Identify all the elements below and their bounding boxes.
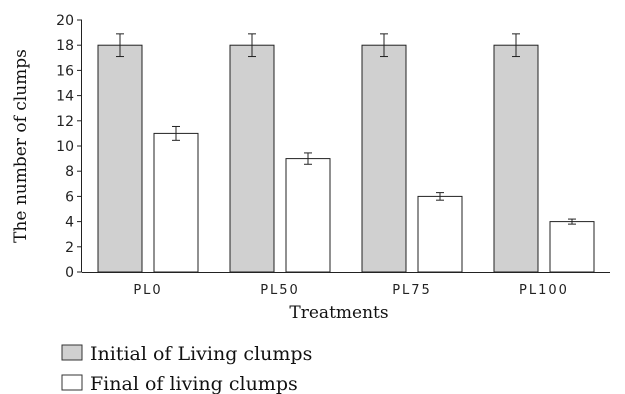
legend-swatch-initial xyxy=(61,344,83,361)
x-axis-categories: PL0 PL50 PL75 PL100 xyxy=(133,283,569,298)
bar-initial-pl100 xyxy=(493,44,539,273)
legend: Initial of Living clumps Final of living… xyxy=(61,343,312,394)
y-axis-ticks: 0 2 4 6 8 10 12 14 16 18 20 xyxy=(56,13,82,281)
y-axis-title: The number of clumps xyxy=(11,49,31,243)
x-category-label: PL0 xyxy=(133,283,162,298)
x-category-label: PL75 xyxy=(392,283,432,298)
error-bar xyxy=(436,192,444,201)
y-tick-label: 14 xyxy=(56,89,74,105)
y-tick-label: 4 xyxy=(65,215,74,231)
bar-final-pl0 xyxy=(153,132,199,273)
y-tick-label: 20 xyxy=(56,13,74,29)
error-bar xyxy=(380,33,388,58)
legend-label-final: Final of living clumps xyxy=(90,373,298,394)
legend-label-initial: Initial of Living clumps xyxy=(90,343,312,365)
error-bar xyxy=(304,152,312,165)
x-category-label: PL50 xyxy=(260,283,300,298)
y-tick-label: 8 xyxy=(65,164,74,180)
bar-final-pl75 xyxy=(417,195,463,273)
bar-final-pl50 xyxy=(285,158,331,273)
bar-final-pl100 xyxy=(549,221,595,273)
bar-initial-pl50 xyxy=(229,44,275,273)
bar-initial-pl0 xyxy=(97,44,143,273)
error-bars xyxy=(116,33,576,225)
y-tick-label: 0 xyxy=(65,265,74,281)
error-bar xyxy=(116,33,124,58)
error-bar xyxy=(248,33,256,58)
y-tick-label: 2 xyxy=(65,240,74,256)
x-axis-title: Treatments xyxy=(289,303,388,323)
y-tick-label: 10 xyxy=(56,139,74,155)
y-tick-label: 6 xyxy=(65,189,74,205)
bars xyxy=(97,44,595,273)
error-bar xyxy=(568,218,576,225)
error-bar xyxy=(512,33,520,58)
x-category-label: PL100 xyxy=(519,283,569,298)
bar-initial-pl75 xyxy=(361,44,407,273)
legend-swatch-final xyxy=(61,374,83,391)
error-bar xyxy=(172,125,180,141)
y-tick-label: 16 xyxy=(56,63,74,79)
y-tick-label: 18 xyxy=(56,38,74,54)
y-tick-label: 12 xyxy=(56,114,74,130)
